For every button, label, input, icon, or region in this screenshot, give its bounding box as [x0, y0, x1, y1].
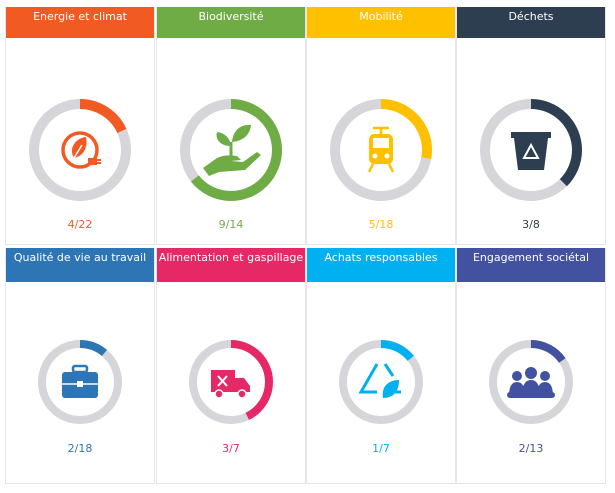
progress-count: 2/18 — [67, 442, 93, 455]
category-tile-5[interactable]: Qualité de vie au travail 2/18 — [5, 248, 155, 484]
progress-arc — [480, 99, 582, 201]
progress-arc — [29, 99, 131, 201]
category-tile-1[interactable]: Energie et climat 4/22 — [5, 7, 155, 245]
progress-arc — [180, 99, 282, 201]
progress-count: 3/8 — [522, 218, 540, 231]
progress-donut — [189, 340, 273, 424]
category-tile-2[interactable]: Biodiversité 9/14 — [156, 7, 306, 245]
progress-count: 9/14 — [218, 218, 244, 231]
progress-count: 3/7 — [222, 442, 240, 455]
briefcase-icon — [62, 364, 98, 398]
category-tile-7[interactable]: Achats responsables 1/7 — [306, 248, 456, 484]
progress-arc — [330, 99, 432, 201]
recycle-leaf-icon — [358, 363, 401, 398]
recycle-bin-icon — [511, 132, 551, 170]
category-tile-3[interactable]: Mobilité 5/18 — [306, 7, 456, 245]
category-header: Achats responsables — [307, 248, 455, 282]
category-header: Déchets — [457, 7, 605, 38]
progress-count: 5/18 — [368, 218, 394, 231]
progress-arc — [189, 340, 273, 424]
progress-donut — [339, 340, 423, 424]
category-header: Biodiversité — [157, 7, 305, 38]
people-group-icon — [507, 367, 555, 398]
progress-donut — [180, 99, 282, 201]
progress-arc — [38, 340, 122, 424]
progress-donut — [480, 99, 582, 201]
category-header: Alimentation et gaspillage — [157, 248, 305, 282]
progress-donut — [489, 340, 573, 424]
hand-plant-icon — [203, 124, 261, 176]
progress-donut — [29, 99, 131, 201]
category-tile-4[interactable]: Déchets 3/8 — [456, 7, 606, 245]
category-header: Engagement sociétal — [457, 248, 605, 282]
food-truck-icon — [211, 370, 250, 399]
category-tile-6[interactable]: Alimentation et gaspillage 3/7 — [156, 248, 306, 484]
progress-donut — [38, 340, 122, 424]
progress-arc — [489, 340, 573, 424]
progress-arc — [339, 340, 423, 424]
progress-donut — [330, 99, 432, 201]
category-header: Mobilité — [307, 7, 455, 38]
tram-icon — [367, 126, 395, 173]
category-header: Energie et climat — [6, 7, 154, 38]
category-tile-8[interactable]: Engagement sociétal 2/13 — [456, 248, 606, 484]
category-header: Qualité de vie au travail — [6, 248, 154, 282]
progress-count: 2/13 — [518, 442, 544, 455]
progress-count: 1/7 — [372, 442, 390, 455]
progress-count: 4/22 — [67, 218, 93, 231]
leaf-plug-icon — [61, 131, 101, 169]
